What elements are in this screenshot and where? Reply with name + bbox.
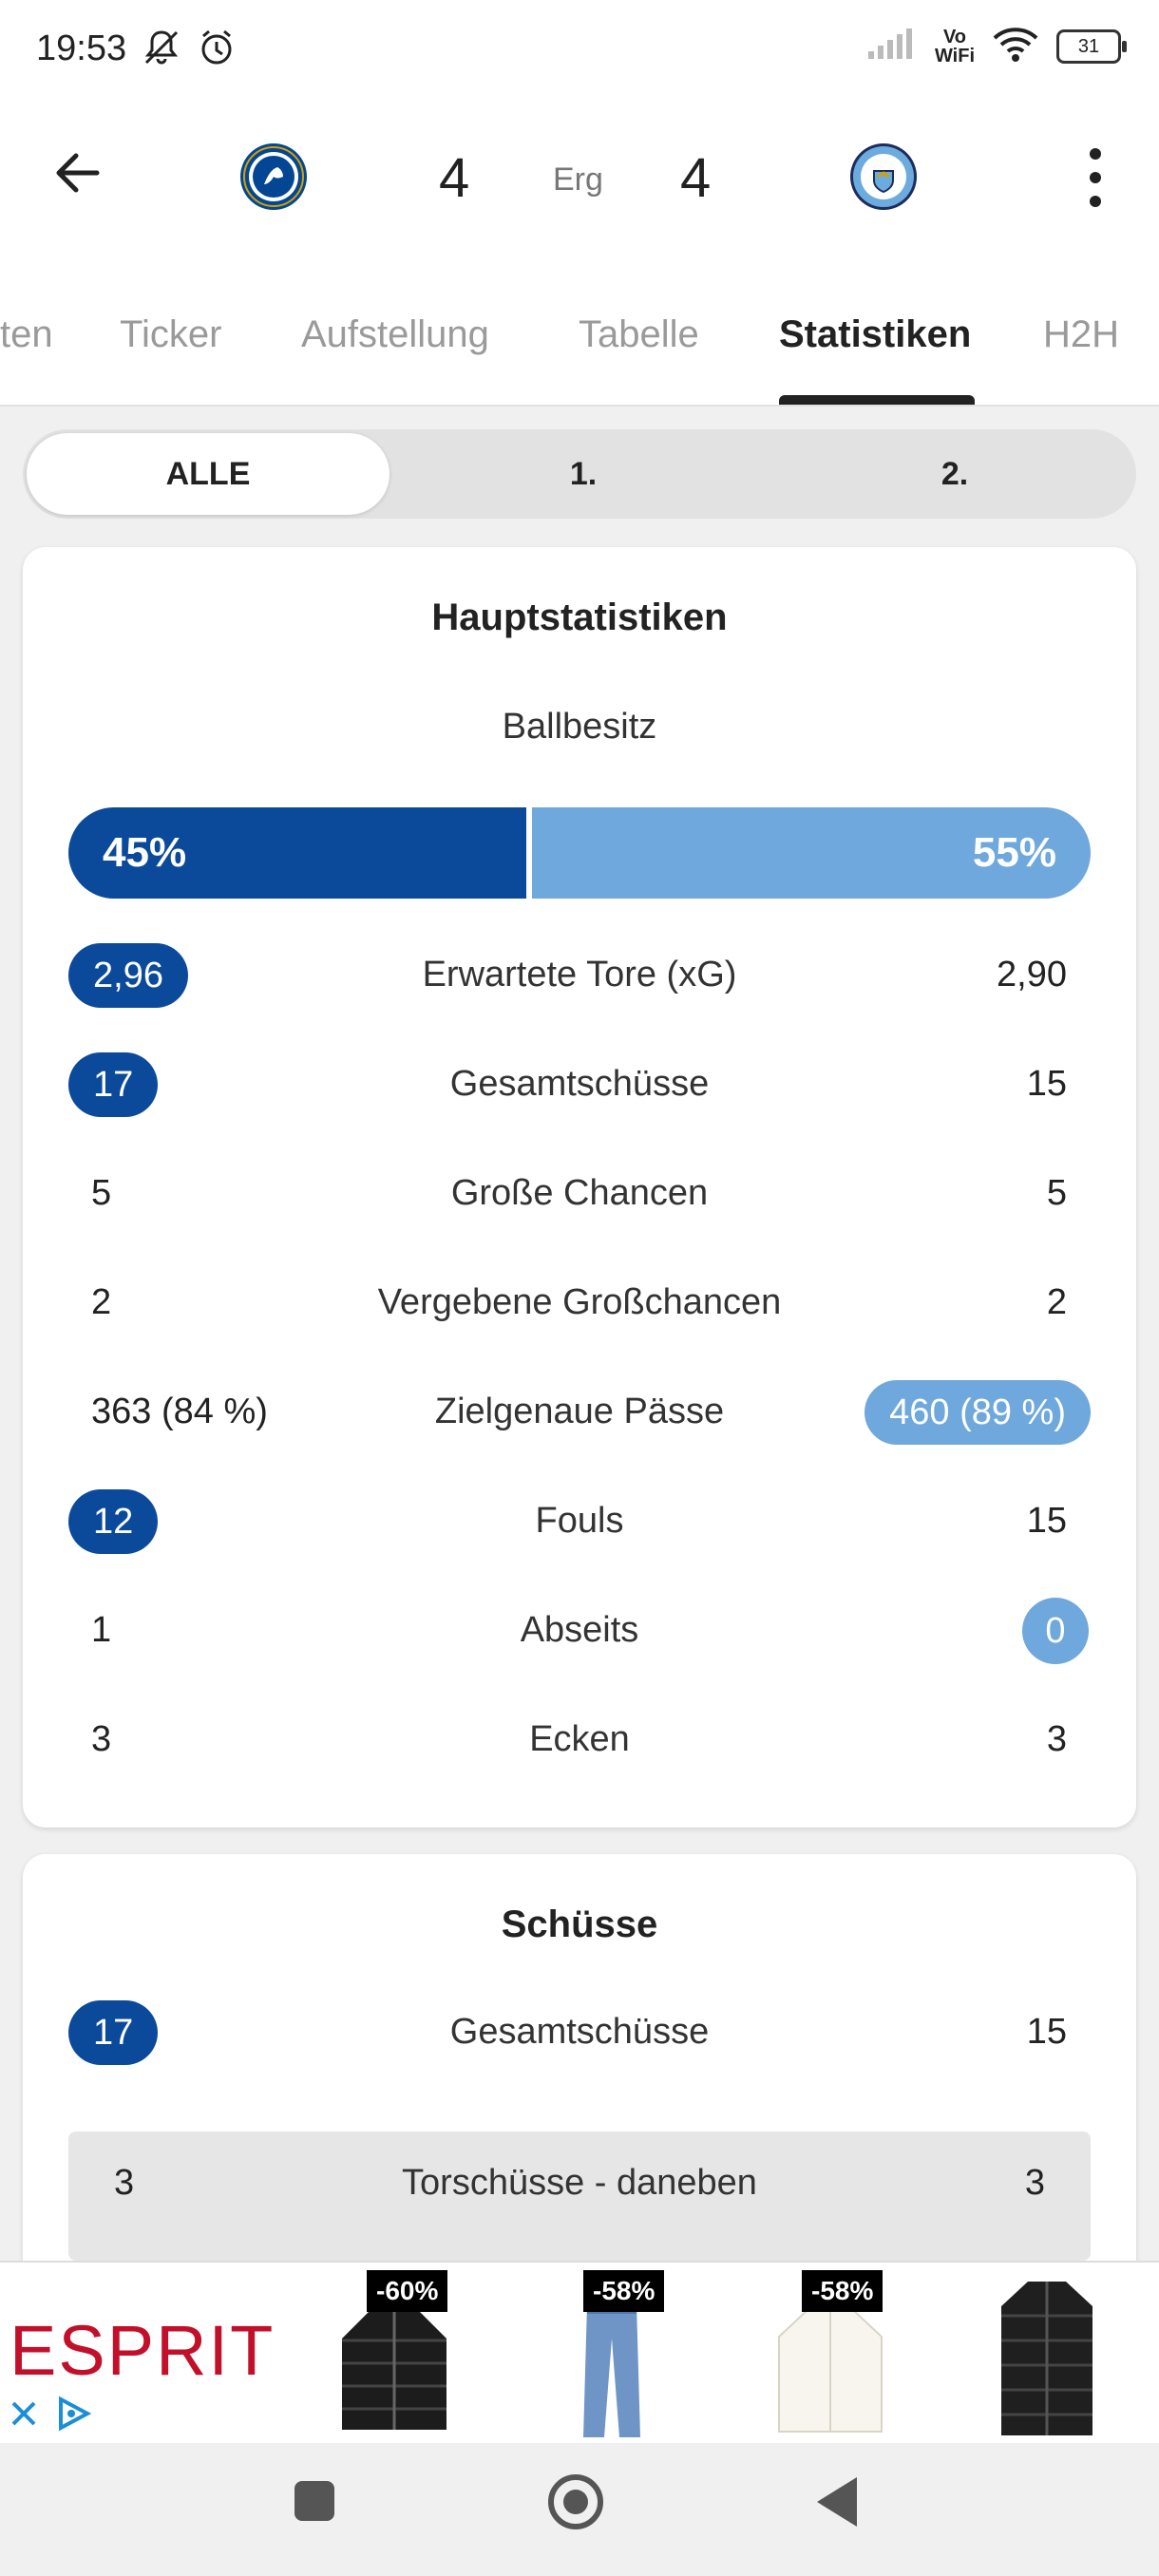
active-tab-indicator [779, 395, 975, 405]
chelsea-crest-icon[interactable] [239, 142, 308, 211]
match-status: Erg [553, 161, 603, 198]
esprit-logo[interactable]: ESPRIT [10, 2311, 276, 2393]
shots-off-target-away-value: 3 [1024, 2163, 1045, 2203]
home-button-icon[interactable] [547, 2473, 604, 2535]
ad-banner[interactable]: ESPRIT -60% -58% -58% [0, 2261, 1159, 2445]
offsides-label: Abseits [520, 1610, 639, 1650]
shots-off-target-label: Torschüsse - daneben [402, 2163, 757, 2203]
wifi-icon [992, 25, 1039, 67]
total-shots-home-value: 17 [68, 1052, 159, 1117]
signal-icon [866, 27, 918, 66]
possession-label: Ballbesitz [502, 707, 657, 747]
svg-text:ESPRIT: ESPRIT [10, 2316, 275, 2388]
home-score: 4 [439, 147, 470, 209]
back-button-icon[interactable] [813, 2475, 859, 2533]
shots-total-label: Gesamtschüsse [449, 2012, 710, 2052]
manchester-city-crest-icon[interactable] [849, 142, 918, 211]
big-chances-label: Große Chancen [450, 1173, 709, 1213]
filter-first-half[interactable]: 1. [569, 456, 598, 492]
total-shots-away-value: 15 [1026, 1064, 1067, 1104]
shots-title: Schüsse [501, 1904, 658, 1945]
white-cardigan-image[interactable] [773, 2304, 887, 2442]
away-score: 4 [680, 147, 712, 209]
accurate-passes-home-value: 363 (84 %) [91, 1392, 268, 1431]
corners-home-value: 3 [91, 1719, 112, 1759]
main-stats-card [23, 547, 1136, 1828]
period-filter: ALLE 1. 2. [23, 429, 1136, 519]
system-nav-bar [0, 2443, 1159, 2576]
big-chances-home-value: 5 [91, 1173, 112, 1213]
fouls-label: Fouls [535, 1501, 624, 1541]
shots-off-target-row [68, 2131, 1091, 2261]
big-chances-away-value: 5 [1046, 1173, 1067, 1213]
mute-notifications-icon [141, 27, 182, 73]
black-puffer-jacket-image[interactable] [332, 2302, 456, 2440]
corners-away-value: 3 [1046, 1719, 1067, 1759]
back-arrow-icon[interactable] [49, 144, 106, 201]
tab-statistiken[interactable]: Statistiken [779, 313, 972, 355]
tab-h2h[interactable]: H2H [1043, 313, 1120, 355]
status-time: 19:53 [36, 28, 127, 68]
fouls-away-value: 15 [1026, 1501, 1067, 1541]
match-header: 4 Erg 4 [0, 104, 1159, 266]
xg-label: Erwartete Tore (xG) [422, 955, 737, 994]
tab-aufstellung[interactable]: Aufstellung [301, 313, 489, 355]
vowifi-icon: Vo WiFi [935, 28, 975, 66]
possession-away-fill [532, 807, 1091, 899]
shots-total-away-value: 15 [1026, 2012, 1067, 2052]
accurate-passes-away-value: 460 (89 %) [864, 1380, 1091, 1445]
blue-jeans-image[interactable] [574, 2301, 650, 2443]
tab-tabelle[interactable]: Tabelle [579, 313, 699, 355]
total-shots-label: Gesamtschüsse [449, 1064, 710, 1104]
alarm-icon [196, 27, 238, 73]
battery-icon: 31 [1056, 28, 1127, 64]
shots-total-home-value: 17 [68, 2000, 159, 2065]
possession-away-value: 55% [972, 829, 1056, 876]
match-tabs: ten Ticker Aufstellung Tabelle Statistik… [0, 266, 1159, 407]
possession-home-value: 45% [103, 829, 187, 876]
recents-button-icon[interactable] [293, 2479, 336, 2528]
filter-second-half[interactable]: 2. [940, 456, 969, 492]
xg-away-value: 2,90 [997, 955, 1067, 994]
vowifi-bottom-label: WiFi [934, 45, 975, 66]
possession-bar: 45% 55% [68, 807, 1091, 899]
tab-ticker[interactable]: Ticker [120, 313, 222, 355]
main-stats-title: Hauptstatistiken [431, 597, 728, 638]
corners-label: Ecken [529, 1719, 630, 1759]
shots-off-target-home-value: 3 [114, 2163, 135, 2203]
xg-home-value: 2,96 [68, 943, 188, 1008]
offsides-home-value: 1 [91, 1610, 112, 1650]
ad-choices-icon[interactable] [55, 2396, 93, 2436]
offsides-away-value: 0 [1022, 1598, 1089, 1664]
vowifi-top-label: Vo [942, 26, 967, 47]
close-ad-icon[interactable] [8, 2397, 40, 2434]
discount-badge-2: -58% [583, 2270, 665, 2312]
possession-home-fill [68, 807, 526, 899]
missed-chances-label: Vergebene Großchancen [377, 1282, 782, 1322]
discount-badge-1: -60% [367, 2270, 448, 2312]
missed-chances-home-value: 2 [91, 1282, 112, 1322]
discount-badge-3: -58% [802, 2270, 884, 2312]
fouls-home-value: 12 [68, 1489, 159, 1554]
missed-chances-away-value: 2 [1046, 1282, 1067, 1322]
status-bar: 19:53 Vo WiFi 31 [0, 0, 1159, 104]
black-long-coat-image[interactable] [998, 2278, 1096, 2444]
tab-partial[interactable]: ten [0, 313, 53, 355]
more-options-icon[interactable] [1086, 148, 1105, 207]
filter-all[interactable]: ALLE [27, 433, 390, 515]
accurate-passes-label: Zielgenaue Pässe [434, 1392, 725, 1431]
